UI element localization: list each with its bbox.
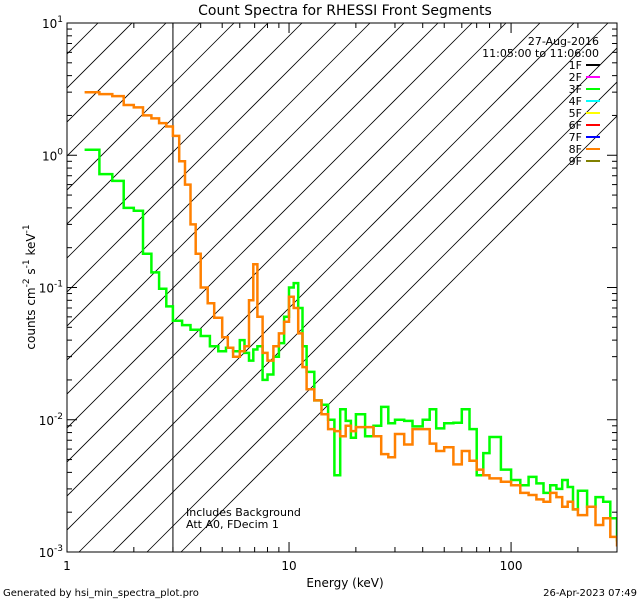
y-tick-base: 10 <box>39 282 54 296</box>
date-label: 27-Aug-2016 <box>528 35 599 48</box>
hatch-line <box>67 23 541 497</box>
footer-generated-by: Generated by hsi_min_spectra_plot.pro <box>3 588 199 599</box>
y-tick-label: 10-1 <box>39 280 63 296</box>
y-tick-exponent: 1 <box>57 15 63 25</box>
hatch-line <box>146 81 617 552</box>
legend-entry: 1F <box>569 59 600 72</box>
hatch-line <box>67 23 201 157</box>
hatch-line <box>112 47 617 552</box>
x-tick-label: 10 <box>281 559 296 573</box>
x-tick-label: 1 <box>63 559 71 573</box>
legend-label: 3F <box>569 83 582 96</box>
series-layer <box>84 90 617 547</box>
legend-entry: 8F <box>569 143 600 156</box>
series-line-3F <box>84 148 617 542</box>
y-tick-label: 100 <box>42 147 63 163</box>
x-axis-label: Energy (keV) <box>306 576 383 590</box>
hatch-line <box>67 23 405 361</box>
chart-title: Count Spectra for RHESSI Front Segments <box>198 3 492 19</box>
footer-timestamp: 26-Apr-2023 07:49 <box>543 588 637 599</box>
y-tick-exponent: 0 <box>57 147 63 157</box>
legend-label: 6F <box>569 119 582 132</box>
legend-entry: 4F <box>569 95 600 108</box>
legend-label: 7F <box>569 131 582 144</box>
axis-ticks <box>66 22 618 553</box>
legend-entry: 7F <box>569 131 600 144</box>
y-axis-label: counts cm-2 s-1 keV-1 <box>22 224 38 349</box>
y-tick-exponent: -3 <box>54 544 63 554</box>
hatch-line <box>67 23 303 259</box>
legend: 1F 2F 3F 4F 5F 6F 7F 8F 9F <box>569 59 600 168</box>
hatch-line <box>67 23 371 327</box>
hatch-line <box>67 23 439 395</box>
hatched-excluded-region <box>67 23 617 552</box>
legend-label: 8F <box>569 143 582 156</box>
legend-label: 1F <box>569 59 582 72</box>
x-tick-label: 100 <box>500 559 523 573</box>
hatch-line <box>67 23 167 123</box>
legend-label: 9F <box>569 155 582 168</box>
hatch-line <box>67 23 575 531</box>
series-line-8F <box>84 90 617 547</box>
y-tick-label: 10-2 <box>39 412 63 428</box>
y-tick-exponent: -2 <box>54 412 63 422</box>
hatch-line <box>67 23 269 225</box>
legend-entry: 5F <box>569 107 600 120</box>
legend-entry: 9F <box>569 155 600 168</box>
annotation-background: Includes Background <box>186 506 301 519</box>
hatch-line <box>180 115 617 552</box>
y-tick-base: 10 <box>39 414 54 428</box>
hatch-line <box>67 23 133 89</box>
hatch-line <box>67 23 235 191</box>
y-tick-base: 10 <box>39 546 54 560</box>
y-tick-base: 10 <box>42 149 57 163</box>
time-range-label: 11:05:00 to 11:06:00 <box>482 47 599 60</box>
y-tick-base: 10 <box>42 17 57 31</box>
y-tick-exponent: -1 <box>54 280 63 290</box>
annotation-attenuator: Att A0, FDecim 1 <box>186 518 279 531</box>
hatch-line <box>67 23 507 463</box>
plot-frame <box>66 22 618 553</box>
legend-entry: 2F <box>569 71 600 84</box>
legend-entry: 3F <box>569 83 600 96</box>
y-tick-label: 101 <box>42 15 63 31</box>
hatch-line <box>78 23 609 552</box>
legend-label: 5F <box>569 107 582 120</box>
legend-entry: 6F <box>569 119 600 132</box>
y-tick-label: 10-3 <box>39 544 63 560</box>
legend-label: 4F <box>569 95 582 108</box>
legend-label: 2F <box>569 71 582 84</box>
